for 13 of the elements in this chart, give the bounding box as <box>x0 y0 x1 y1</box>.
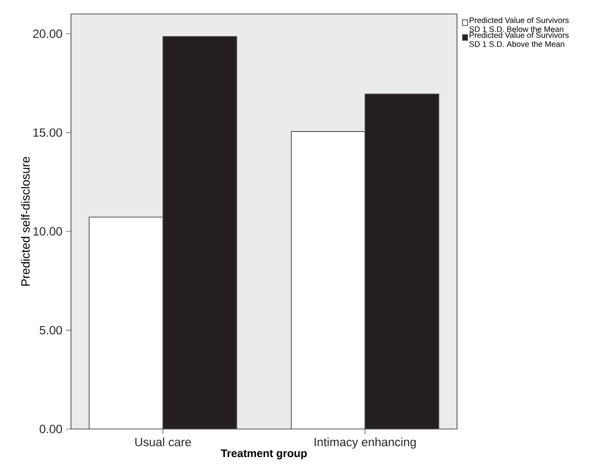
y-tick-label: 5.00 <box>40 326 62 334</box>
x-axis-title: Treatment group <box>220 450 307 460</box>
bar <box>162 36 238 429</box>
y-tick-label: 15.00 <box>33 128 62 137</box>
x-tick-label: Usual care <box>135 438 191 446</box>
bar <box>364 94 440 429</box>
y-tick-label: 0.00 <box>40 424 62 434</box>
y-tick-label: 20.00 <box>33 30 62 38</box>
y-axis-title: Predicted self-disclosure <box>20 156 30 286</box>
bar <box>88 216 164 429</box>
y-tick-label: 10.00 <box>33 227 62 236</box>
x-tick-label: Intimacy enhancing <box>314 438 416 449</box>
bar <box>290 131 366 429</box>
